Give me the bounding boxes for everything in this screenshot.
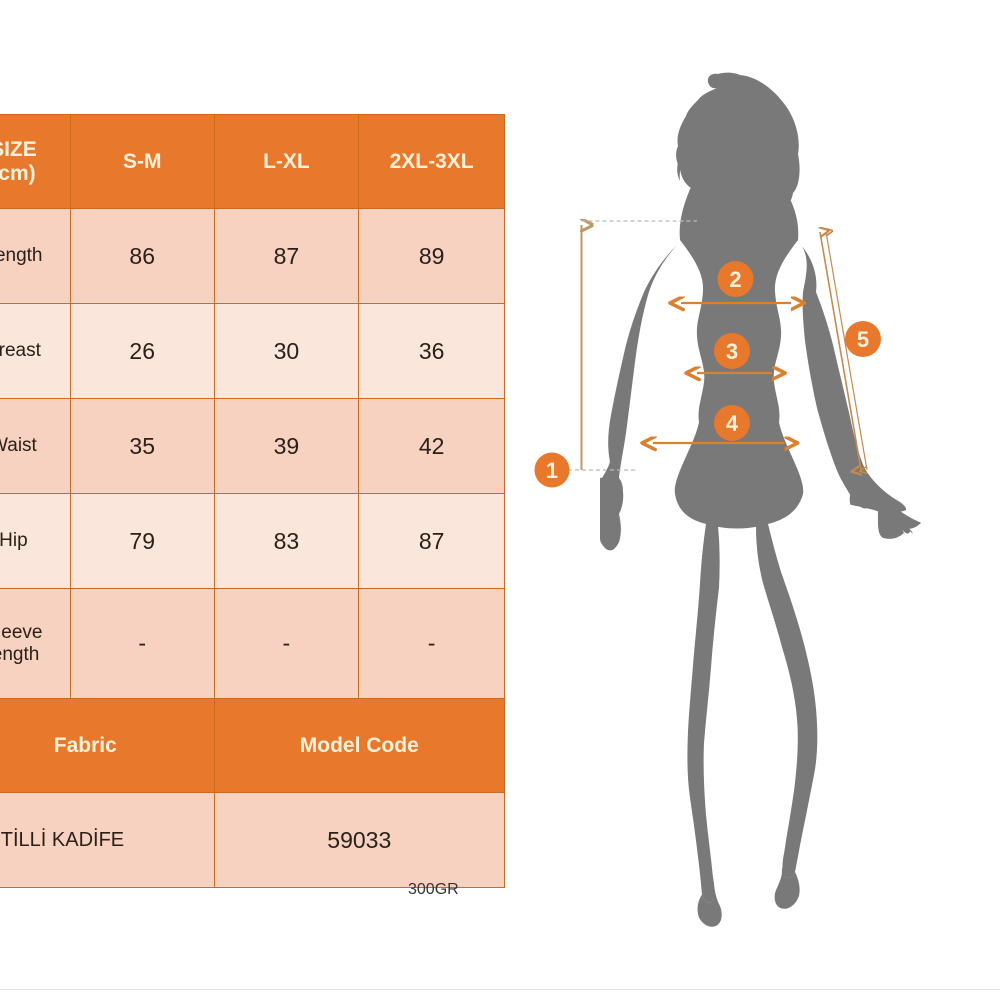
svg-text:1: 1 (546, 458, 558, 483)
